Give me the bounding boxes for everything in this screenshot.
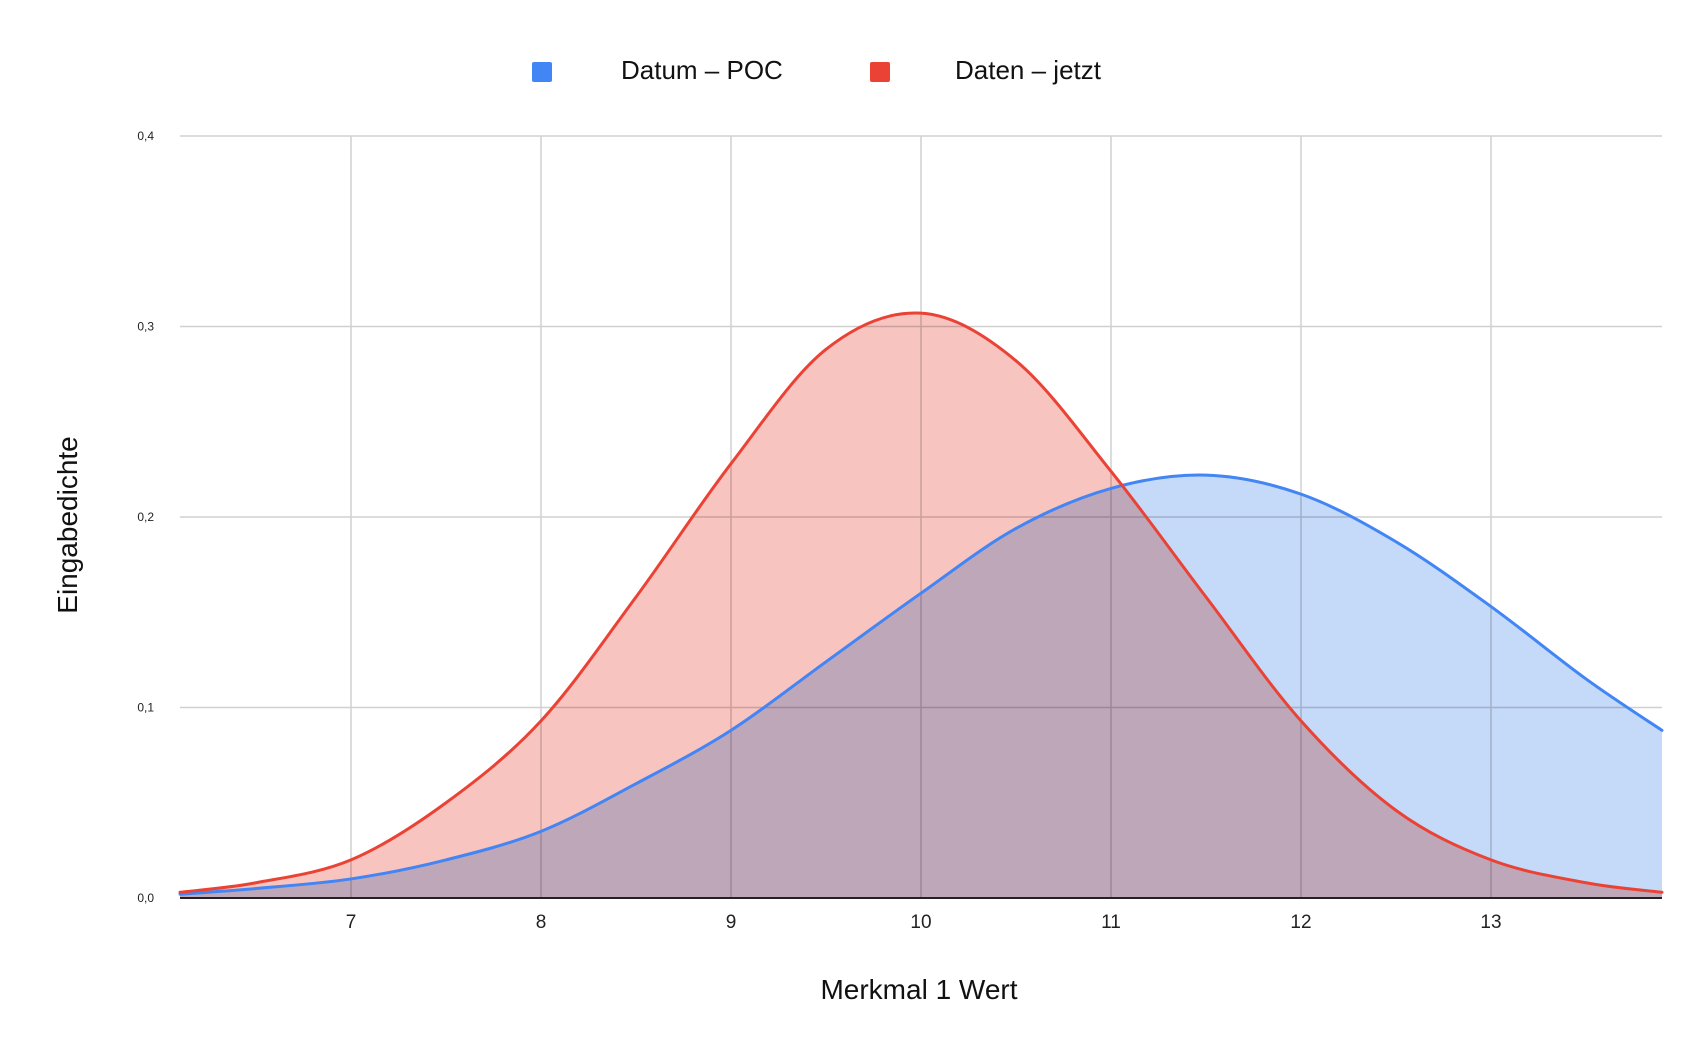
area-fill-daten-jetzt [180, 312, 1662, 899]
x-tick-label: 7 [346, 912, 357, 933]
legend-label-daten-jetzt: Daten – jetzt [955, 55, 1102, 85]
x-tick-label: 9 [726, 912, 737, 933]
axis-layer: 0,0 0,1 0,2 0,3 0,4 7 8 9 10 11 12 13 [137, 129, 1662, 933]
legend-label-datum-poc: Datum – POC [621, 55, 783, 85]
x-tick-label: 10 [910, 912, 931, 933]
y-tick-label: 0,1 [137, 701, 154, 715]
legend: Datum – POC Daten – jetzt [532, 55, 1102, 85]
x-tick-label: 11 [1101, 912, 1121, 933]
y-tick-label: 0,0 [137, 891, 154, 905]
y-tick-label: 0,4 [137, 129, 154, 143]
x-tick-label: 8 [536, 912, 547, 933]
legend-swatch-datum-poc [532, 62, 552, 82]
line-layer [178, 311, 1664, 896]
x-tick-label: 13 [1480, 912, 1501, 933]
legend-swatch-daten-jetzt [870, 62, 890, 82]
series-line-datum-poc [178, 473, 1664, 896]
x-axis-title: Merkmal 1 Wert [820, 974, 1017, 1005]
x-tick-label: 12 [1290, 912, 1311, 933]
y-tick-label: 0,2 [137, 510, 154, 524]
series-line-daten-jetzt [178, 311, 1664, 894]
area-layer [180, 312, 1662, 899]
y-tick-label: 0,3 [137, 320, 154, 334]
y-axis-title: Eingabedichte [52, 436, 83, 613]
